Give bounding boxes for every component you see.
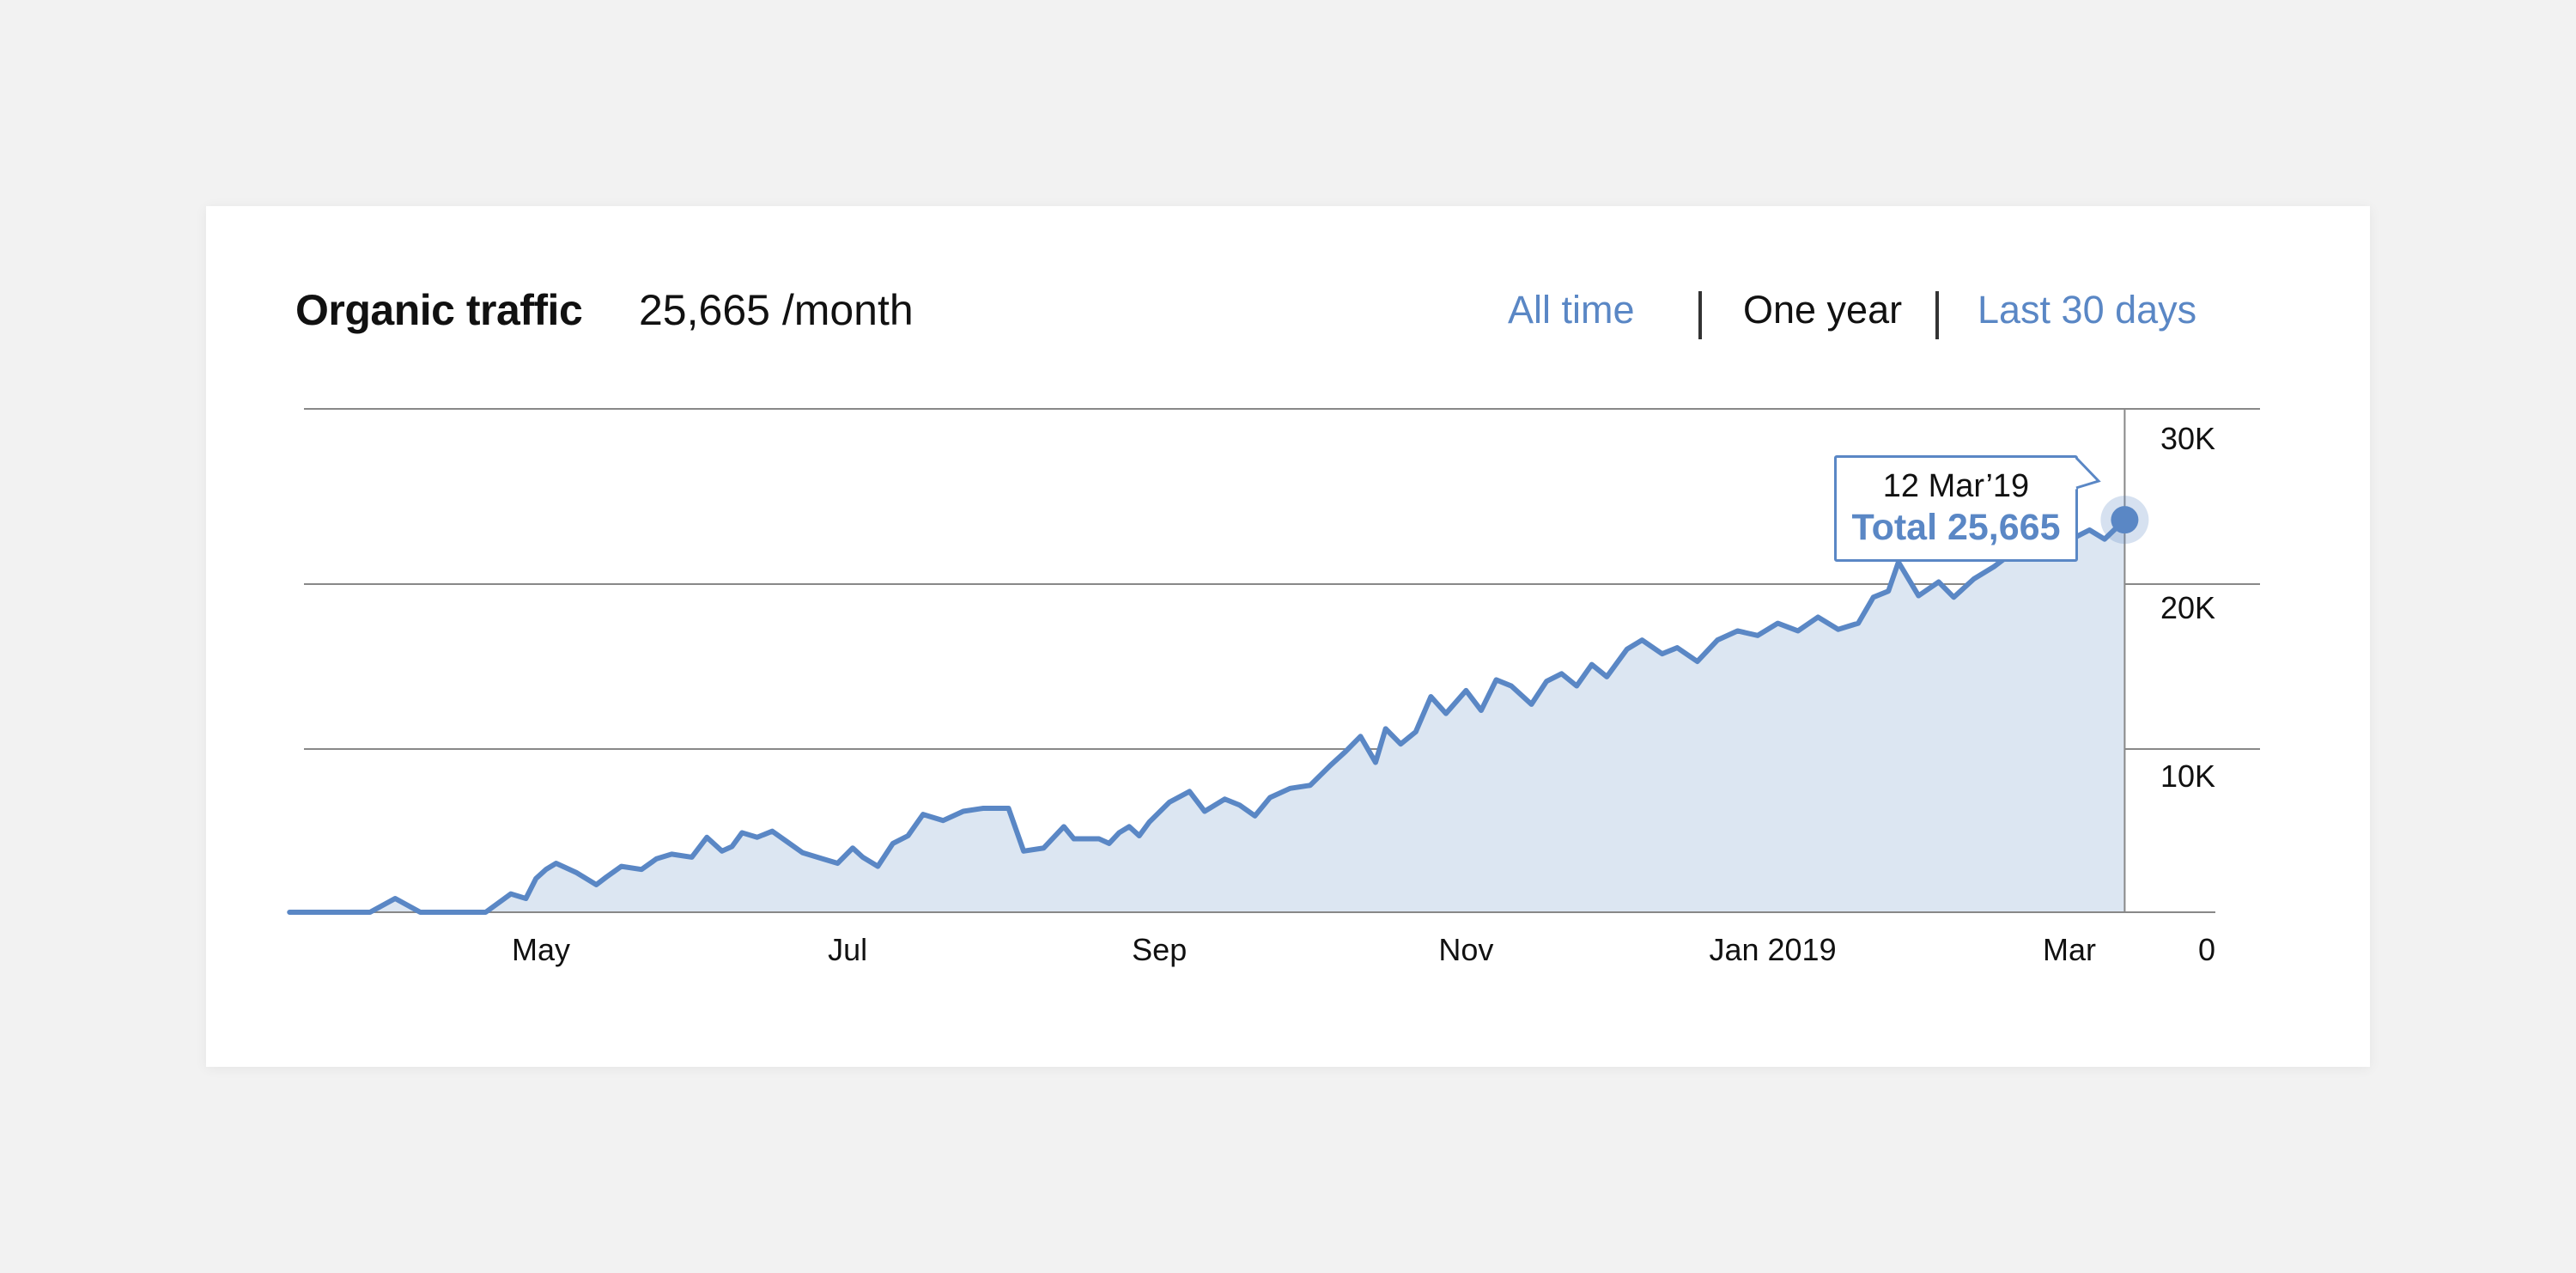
card-title: Organic traffic xyxy=(295,286,583,334)
range-one-year[interactable]: One year xyxy=(1743,288,1903,332)
x-tick-label: Mar xyxy=(2043,932,2096,967)
range-divider xyxy=(1935,291,1939,339)
x-tick-label: Nov xyxy=(1438,932,1493,967)
y-tick-label: 10K xyxy=(2160,758,2215,794)
tooltip-pointer xyxy=(2075,456,2101,490)
x-tick-label: Jul xyxy=(828,932,867,967)
tooltip-date: 12 Mar’19 xyxy=(1882,468,2030,504)
x-tick-label: Sep xyxy=(1132,932,1187,967)
traffic-area-chart: 30K 20K 10K 0 May Jul Sep Nov Jan 2019 Mar xyxy=(287,408,2260,967)
y-tick-label: 30K xyxy=(2160,421,2215,456)
x-tick-label: Jan 2019 xyxy=(1709,932,1836,967)
y-tick-label: 20K xyxy=(2160,590,2215,625)
range-divider xyxy=(1698,291,1702,339)
x-tick-label: May xyxy=(512,932,570,967)
highlight-point xyxy=(2111,506,2139,534)
series-area xyxy=(289,520,2125,912)
range-all-time[interactable]: All time xyxy=(1508,288,1635,332)
organic-traffic-card: Organic traffic 25,665 /month All time O… xyxy=(206,206,2370,1067)
tooltip-total: Total 25,665 xyxy=(1851,507,2061,548)
series-line xyxy=(287,517,2128,915)
range-last-30-days[interactable]: Last 30 days xyxy=(1978,288,2197,332)
range-selector: All time One year Last 30 days xyxy=(1508,288,2366,339)
chart-tooltip: 12 Mar’19 Total 25,665 xyxy=(1834,455,2078,562)
y-tick-label: 0 xyxy=(2198,932,2215,967)
traffic-metric: 25,665 /month xyxy=(639,286,914,334)
